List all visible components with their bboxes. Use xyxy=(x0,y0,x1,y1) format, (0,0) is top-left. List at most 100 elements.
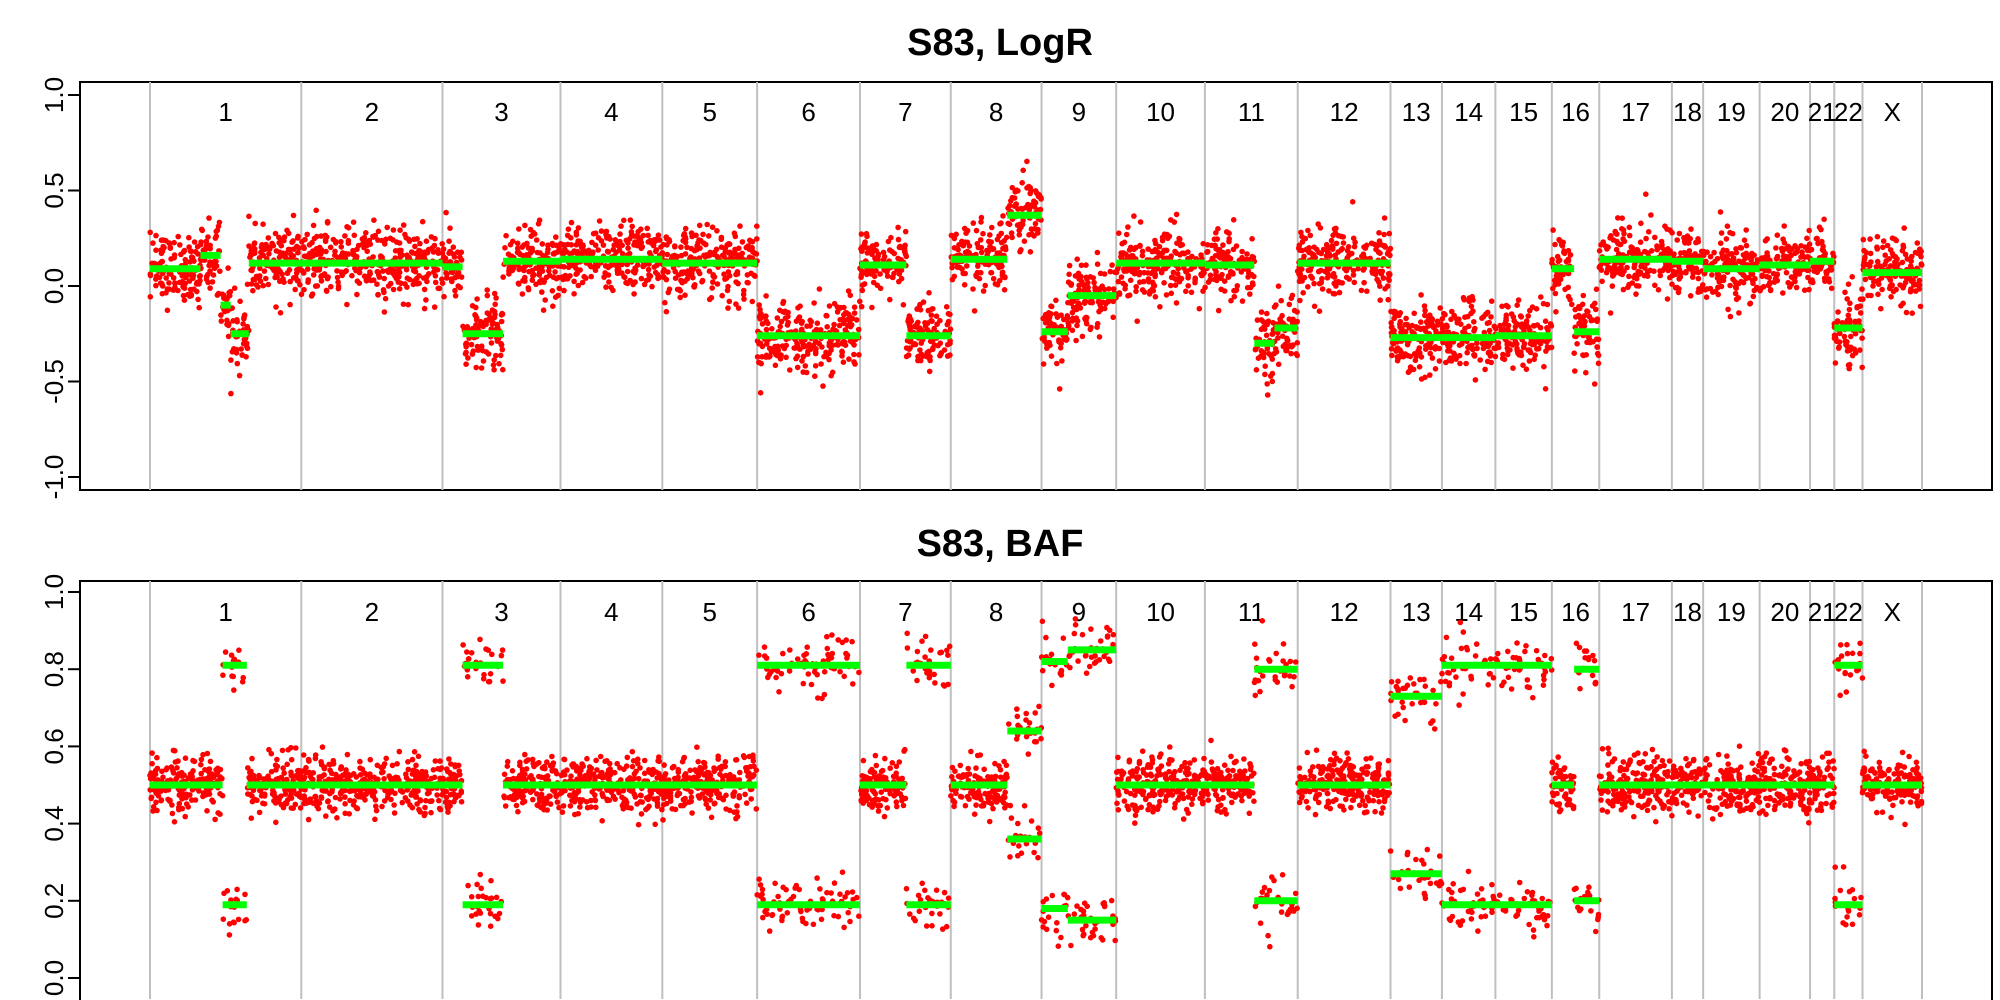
data-point xyxy=(1659,242,1665,248)
data-point xyxy=(242,891,248,898)
data-point xyxy=(1432,366,1439,372)
data-point xyxy=(228,652,235,658)
data-point xyxy=(160,243,166,250)
data-point xyxy=(458,257,465,263)
data-point xyxy=(179,805,186,812)
data-point xyxy=(812,363,819,369)
data-point xyxy=(1758,285,1764,292)
data-point xyxy=(618,223,624,229)
data-point xyxy=(840,359,847,366)
data-point xyxy=(344,301,350,308)
data-point xyxy=(333,240,339,246)
data-point xyxy=(1420,325,1426,332)
data-point xyxy=(454,249,461,255)
data-point xyxy=(404,275,411,282)
data-point xyxy=(204,789,211,795)
data-point xyxy=(392,255,399,261)
data-point xyxy=(1747,301,1753,307)
data-point xyxy=(640,232,647,239)
data-point xyxy=(1097,270,1104,277)
data-point xyxy=(603,284,609,290)
data-point xyxy=(1510,365,1516,371)
data-point xyxy=(978,269,984,276)
data-point xyxy=(1762,238,1769,244)
data-point xyxy=(1511,318,1517,324)
data-point xyxy=(1484,309,1491,316)
data-point xyxy=(332,252,338,259)
data-point xyxy=(261,246,267,253)
data-point xyxy=(1021,238,1028,244)
data-point xyxy=(387,265,394,272)
data-point xyxy=(1876,281,1882,288)
data-point xyxy=(692,282,698,288)
data-point xyxy=(1695,275,1702,282)
data-point xyxy=(1488,314,1494,320)
data-point xyxy=(454,270,461,277)
data-point xyxy=(1648,212,1654,218)
data-point xyxy=(452,293,459,299)
data-point xyxy=(198,761,204,768)
data-point xyxy=(855,326,862,333)
data-point xyxy=(714,281,721,287)
data-point xyxy=(1041,338,1048,344)
data-point xyxy=(1610,272,1617,278)
data-point xyxy=(785,313,791,320)
data-point xyxy=(805,348,811,355)
data-point xyxy=(777,323,783,330)
data-point xyxy=(1652,282,1658,289)
data-point xyxy=(677,294,683,301)
data-point xyxy=(1460,294,1467,301)
data-point xyxy=(1318,267,1324,274)
data-point xyxy=(1900,242,1906,249)
data-point xyxy=(1559,242,1565,248)
data-point xyxy=(1376,230,1382,236)
data-point xyxy=(1638,220,1644,227)
data-point xyxy=(570,262,576,269)
data-point xyxy=(541,279,547,286)
data-point xyxy=(474,343,481,350)
data-point xyxy=(1260,319,1267,325)
data-point xyxy=(428,775,435,782)
chromosome-label: 9 xyxy=(1072,97,1086,127)
data-point xyxy=(356,269,363,276)
data-point xyxy=(1799,252,1806,259)
data-point xyxy=(1521,324,1528,331)
data-point xyxy=(1773,245,1779,251)
data-point xyxy=(845,288,852,294)
data-point xyxy=(1867,250,1874,257)
data-point xyxy=(415,753,422,760)
data-point xyxy=(1275,335,1281,341)
data-point xyxy=(588,263,594,270)
data-point xyxy=(748,238,754,245)
data-point xyxy=(1518,314,1525,320)
data-point xyxy=(1832,360,1839,366)
data-point xyxy=(1079,333,1086,340)
data-point xyxy=(1631,248,1638,255)
data-point xyxy=(678,244,684,250)
data-point xyxy=(448,276,455,282)
data-point xyxy=(1113,269,1120,276)
data-point xyxy=(1333,240,1340,247)
data-point xyxy=(287,246,294,253)
data-point xyxy=(288,769,294,776)
data-point xyxy=(1427,372,1433,378)
chromosome-label: 13 xyxy=(1402,97,1431,127)
data-point xyxy=(1301,274,1308,281)
data-point xyxy=(1351,279,1358,286)
data-point xyxy=(1028,226,1035,232)
data-point xyxy=(166,798,173,804)
data-point xyxy=(709,224,716,230)
data-point xyxy=(1300,290,1306,296)
data-point xyxy=(917,357,924,364)
data-point xyxy=(175,233,181,240)
data-point xyxy=(338,269,345,275)
data-point xyxy=(539,289,545,295)
data-point xyxy=(405,301,412,308)
data-point xyxy=(413,762,419,769)
data-point xyxy=(290,805,297,811)
data-point xyxy=(1381,215,1388,221)
data-point xyxy=(241,316,247,322)
data-point xyxy=(725,305,731,311)
data-point xyxy=(1723,253,1730,259)
data-point xyxy=(1427,312,1433,319)
